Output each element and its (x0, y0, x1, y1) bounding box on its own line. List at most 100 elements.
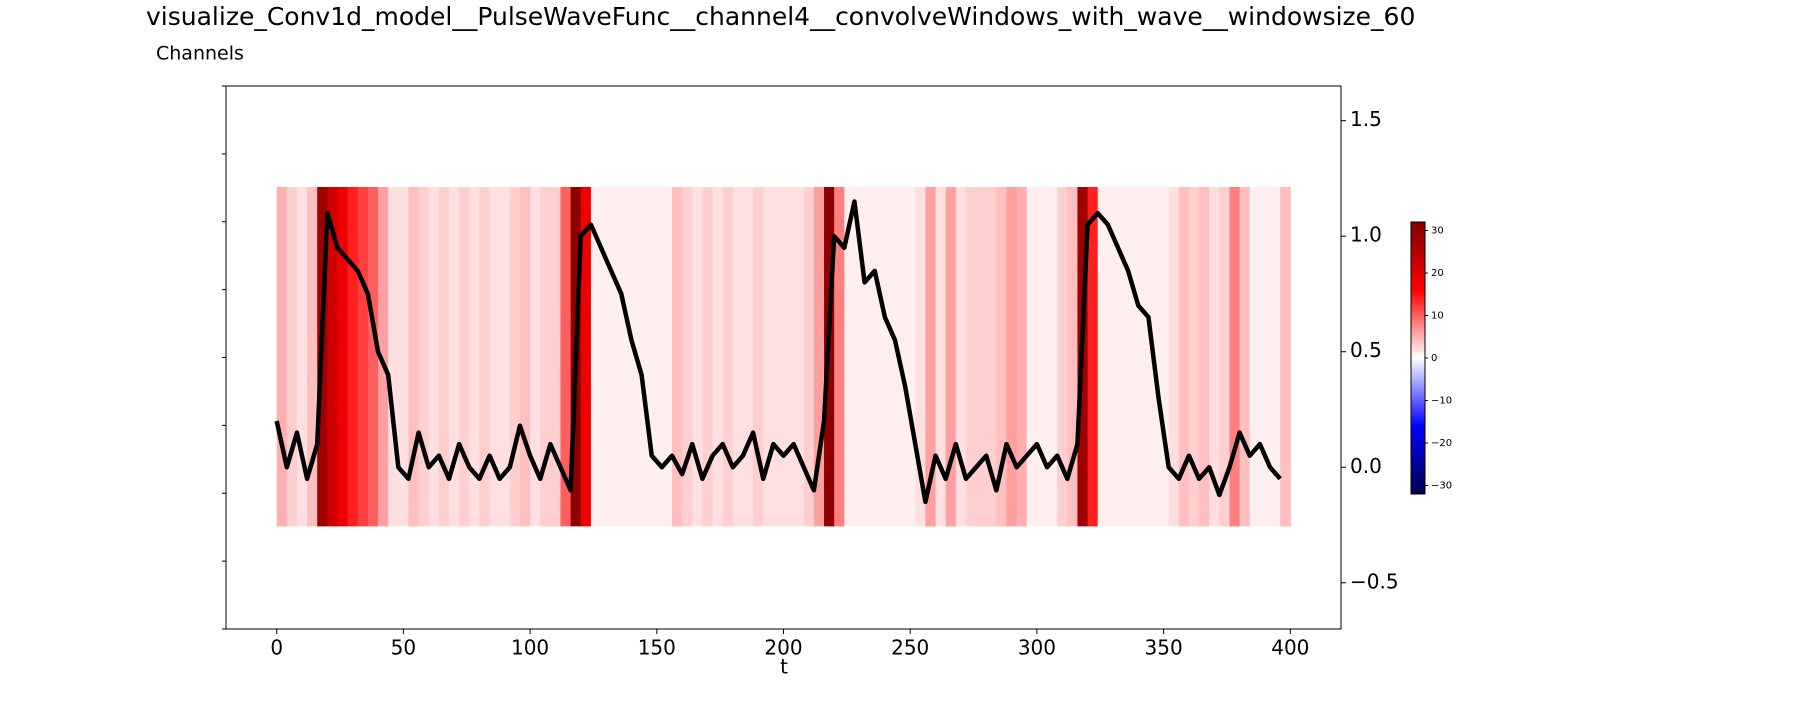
x-tick-label: 50 (391, 636, 416, 660)
heat-stripe (1168, 186, 1180, 527)
heat-stripe (803, 186, 815, 527)
heat-stripe (550, 186, 561, 527)
heat-stripe (783, 186, 795, 527)
heat-stripe (428, 186, 440, 527)
heat-stripe (459, 186, 470, 527)
heat-stripe (763, 186, 774, 527)
x-axis-label: t (780, 655, 788, 679)
heat-stripe (1087, 186, 1099, 527)
heat-stripe (408, 186, 420, 527)
x-tick-label: 150 (638, 636, 676, 660)
colorbar-tick-label: −10 (1431, 396, 1452, 407)
heat-stripe (692, 186, 703, 527)
heat-stripe (1016, 186, 1028, 527)
heat-stripe (560, 186, 572, 527)
heat-stripe (509, 186, 521, 527)
heat-stripe (1097, 186, 1109, 527)
heat-stripe (1199, 186, 1210, 527)
heat-stripe (864, 186, 876, 527)
heat-stripe (702, 186, 714, 527)
heat-stripe (1006, 186, 1018, 527)
heat-stripe (935, 186, 947, 527)
heat-stripe (682, 186, 693, 527)
heat-stripe (793, 186, 805, 527)
heat-stripe (712, 186, 724, 527)
x-tick-label: 400 (1271, 636, 1309, 660)
heat-stripe (580, 186, 592, 527)
heat-stripe (499, 186, 511, 527)
heat-stripe (418, 186, 430, 527)
heat-stripe (1209, 186, 1220, 527)
colorbar-tick-label: 10 (1431, 311, 1444, 322)
colorbar-tick-label: 20 (1431, 268, 1444, 279)
heat-stripe (1249, 186, 1261, 527)
heat-stripe (519, 186, 531, 527)
heat-stripe (1259, 186, 1271, 527)
heat-stripe (307, 186, 318, 527)
heat-stripe (742, 186, 754, 527)
colorbar-tick-label: 0 (1431, 353, 1437, 364)
heat-stripe (1036, 186, 1048, 527)
heat-stripe (1057, 186, 1068, 527)
heat-stripe (1107, 186, 1119, 527)
heat-stripe (955, 186, 967, 527)
heat-stripe (540, 186, 551, 527)
heat-stripe (986, 186, 997, 527)
y-tick-label: 0.0 (1350, 454, 1382, 478)
heat-stripe (296, 186, 308, 527)
heat-stripe (1128, 186, 1139, 527)
colorbar-tick-label: −20 (1431, 438, 1452, 449)
heat-stripe (590, 186, 602, 527)
heat-stripe (661, 186, 673, 527)
heat-stripe (398, 186, 409, 527)
heat-stripe (347, 186, 359, 527)
heat-stripe (1178, 186, 1190, 527)
heat-stripe (469, 186, 480, 527)
heat-stripe (621, 186, 632, 527)
heat-stripe (1219, 186, 1230, 527)
x-tick-label: 350 (1145, 636, 1183, 660)
heat-stripe (834, 186, 845, 527)
heat-stripe (611, 186, 622, 527)
heat-stripe (945, 186, 957, 527)
chart-title: visualize_Conv1d_model__PulseWaveFunc__c… (146, 2, 1415, 31)
heat-stripe (1158, 186, 1170, 527)
heat-stripe (1047, 186, 1058, 527)
heat-stripe (479, 186, 491, 527)
heat-stripe (844, 186, 855, 527)
heat-stripe (1118, 186, 1129, 527)
y-tick-label: −0.5 (1350, 569, 1399, 593)
heat-stripe (1229, 186, 1241, 527)
heat-stripe (378, 186, 389, 527)
heat-stripe (1067, 186, 1078, 527)
heat-stripe (753, 186, 764, 527)
heat-stripe (438, 186, 450, 527)
chart-subtitle: Channels (156, 43, 244, 65)
heat-stripe (337, 186, 349, 527)
colorbar-tick-label: 30 (1431, 226, 1444, 237)
x-tick-label: 300 (1018, 636, 1056, 660)
heat-stripe (357, 186, 369, 527)
heat-stripe (732, 186, 744, 527)
heat-stripe (905, 186, 916, 527)
heat-stripe (1188, 186, 1200, 527)
y-tick-label: 0.5 (1350, 338, 1382, 362)
line-series (274, 199, 1282, 505)
heat-stripe (722, 186, 734, 527)
heat-stripe (1026, 186, 1038, 527)
heat-stripe (965, 186, 977, 527)
heat-stripe (884, 186, 896, 527)
heat-stripe (773, 186, 784, 527)
heat-stripe (996, 186, 1007, 527)
heat-stripe (327, 186, 338, 527)
heat-stripe (641, 186, 653, 527)
heat-stripe (915, 186, 926, 527)
heat-stripe (1280, 186, 1291, 527)
x-tick-label: 100 (511, 636, 549, 660)
heat-stripe (874, 186, 886, 527)
heat-stripe (925, 186, 937, 527)
heat-stripe (388, 186, 399, 527)
heat-stripe (601, 186, 612, 527)
heat-stripe (286, 186, 298, 527)
